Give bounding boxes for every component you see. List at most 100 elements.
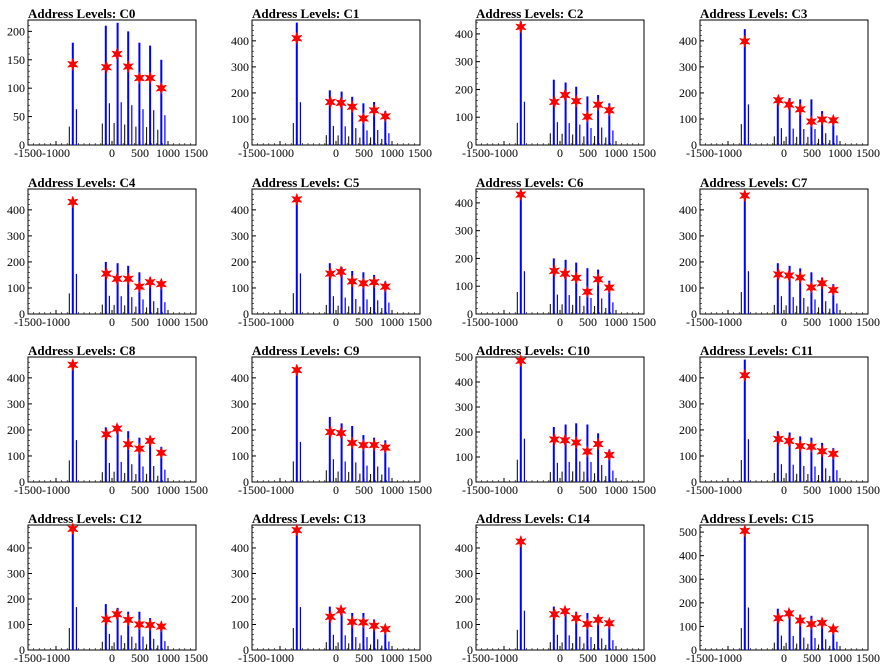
histogram-bar-minor	[612, 302, 614, 314]
histogram-bar-minor	[814, 299, 816, 314]
histogram-bar-minor	[780, 464, 782, 482]
histogram-bar-minor	[348, 643, 350, 650]
histogram-bar-minor	[370, 307, 372, 314]
plot-frame	[27, 188, 197, 315]
x-tick-label: 0	[333, 315, 339, 329]
histogram-bar-minor	[325, 135, 327, 145]
histogram-bar-minor	[101, 304, 103, 314]
red-star-icon	[100, 427, 113, 442]
x-tick-label: 1000	[156, 651, 180, 665]
histogram-bar	[104, 25, 107, 146]
histogram-bar-minor	[344, 461, 346, 482]
histogram-bar-minor	[366, 130, 368, 145]
histogram-bar-minor	[131, 105, 133, 145]
histogram-bar-minor	[583, 643, 585, 650]
histogram-bar	[575, 611, 578, 650]
histogram-bar-minor	[75, 440, 77, 482]
x-tick-label: 0	[109, 483, 115, 497]
histogram-bar-minor	[337, 135, 339, 145]
red-star-icon	[368, 103, 380, 118]
x-tick-label: 500	[803, 315, 821, 329]
y-tick-label: 200	[455, 251, 473, 265]
x-tick-label: 1500	[856, 483, 880, 497]
histogram-bar	[71, 527, 74, 650]
red-star-icon	[133, 617, 146, 632]
red-star-icon	[738, 368, 751, 382]
histogram-bar	[564, 259, 567, 314]
chart-panel: Address Levels: C13 0 100 200 300 400 -1500 -10…	[231, 511, 432, 665]
x-tick-label: 0	[109, 315, 115, 329]
histogram-bar-minor	[796, 136, 798, 145]
histogram-bar	[608, 621, 611, 650]
x-tick-label: 0	[557, 483, 563, 497]
histogram-bar-minor	[381, 645, 383, 650]
x-tick-label: 1000	[604, 651, 628, 665]
y-tick-label: 200	[231, 592, 249, 606]
plot-frame	[699, 356, 869, 483]
y-tick-label: 100	[231, 617, 249, 631]
chart-title: Address Levels: C13	[252, 511, 366, 526]
histogram-bar-minor	[68, 628, 70, 650]
red-star-icon	[122, 613, 135, 627]
histogram-bar-minor	[594, 644, 596, 650]
red-star-icon	[783, 97, 795, 112]
histogram-bar-minor	[796, 473, 798, 482]
histogram-bar	[810, 437, 813, 482]
y-tick-label: 0	[467, 475, 473, 489]
red-star-icon	[335, 265, 347, 279]
red-star-icon	[111, 607, 123, 622]
histogram-bar-minor	[747, 607, 749, 650]
y-tick-label: 400	[231, 371, 249, 385]
histogram-bar-minor	[377, 300, 379, 314]
histogram-bar-minor	[818, 644, 820, 650]
x-tick-label: -1000	[266, 315, 294, 329]
red-star-icon	[357, 438, 370, 452]
red-star-icon	[581, 444, 594, 459]
y-tick-label: 0	[691, 475, 697, 489]
x-tick-label: 0	[109, 146, 115, 160]
histogram-bar-minor	[523, 610, 525, 650]
chart-panel: Address Levels: C2 0 100 200 300 400 -1500 -100…	[455, 6, 656, 160]
histogram-bar-minor	[366, 299, 368, 314]
histogram-bar	[832, 284, 835, 314]
histogram-bar-minor	[549, 133, 551, 146]
histogram-bar-minor	[325, 642, 327, 650]
chart-panel: Address Levels: C7 0 100 200 300 400 -1500 -100…	[679, 175, 880, 329]
histogram-bar-minor	[590, 637, 592, 650]
red-star-icon	[559, 604, 571, 618]
x-tick-label: 1500	[632, 315, 656, 329]
y-tick-label: 200	[231, 255, 249, 269]
red-star-icon	[570, 435, 583, 450]
red-star-icon	[738, 188, 751, 203]
histogram-bar	[608, 449, 611, 482]
x-tick-label: 1000	[156, 483, 180, 497]
x-tick-label: 500	[579, 315, 597, 329]
histogram-bar-minor	[377, 466, 379, 482]
histogram-bar-minor	[780, 128, 782, 145]
y-tick-label: 400	[455, 27, 473, 41]
red-star-icon	[66, 195, 79, 209]
red-star-icon	[379, 622, 392, 636]
histogram-bar	[295, 527, 298, 650]
red-star-icon	[816, 616, 828, 630]
histogram-bar	[295, 198, 298, 314]
histogram-bar-minor	[590, 461, 592, 482]
histogram-bar-minor	[157, 129, 159, 145]
histogram-bar-minor	[135, 126, 137, 145]
plot-frame	[251, 356, 421, 483]
histogram-bar-minor	[829, 475, 831, 482]
red-star-icon	[592, 437, 604, 451]
histogram-bar-minor	[516, 459, 518, 482]
histogram-bar-minor	[325, 470, 327, 482]
red-star-icon	[738, 34, 751, 49]
histogram-bar	[552, 427, 555, 482]
x-tick-label: -1000	[714, 146, 742, 160]
histogram-bar	[373, 274, 376, 314]
histogram-bar-minor	[359, 137, 361, 145]
chart-panel: Address Levels: C11 0 100 200 300 400 -1500 -10…	[679, 343, 880, 497]
y-tick-label: 500	[455, 350, 473, 364]
x-tick-label: 1000	[156, 146, 180, 160]
histogram-bar-minor	[747, 271, 749, 314]
red-star-icon	[794, 439, 807, 453]
x-tick-label: 500	[803, 146, 821, 160]
